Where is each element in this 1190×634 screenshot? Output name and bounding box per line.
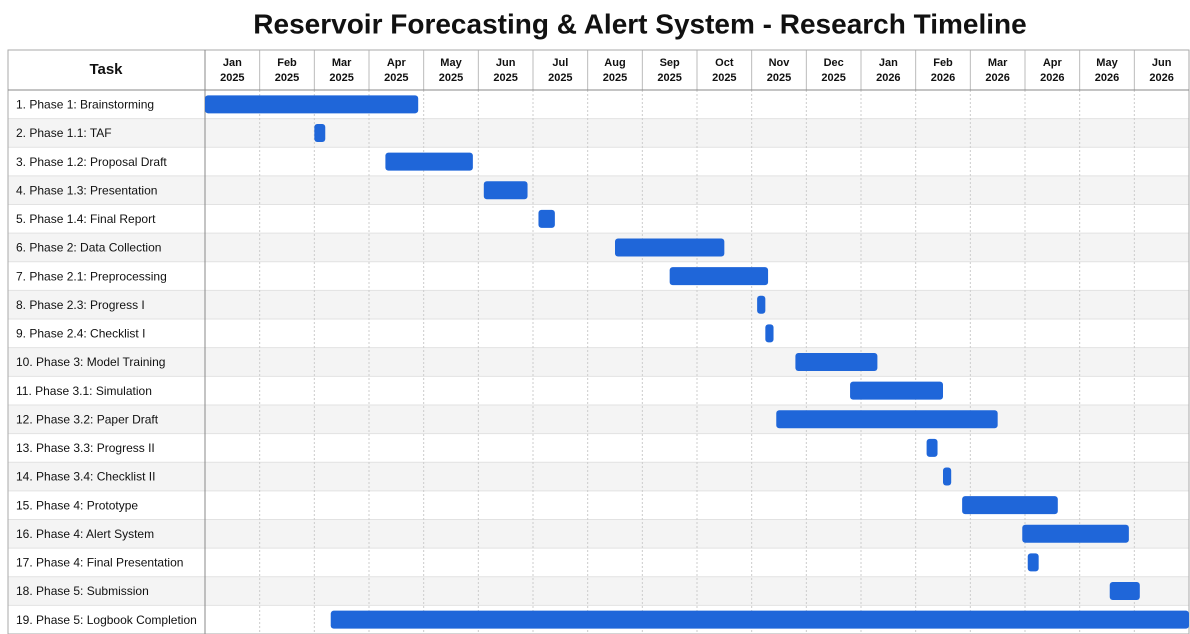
row-background [8, 147, 1189, 176]
month-label: Feb [277, 57, 297, 69]
month-label: Aug [604, 57, 625, 69]
month-label: Jan [223, 57, 242, 69]
year-label: 2025 [712, 72, 736, 84]
task-bar [1027, 553, 1039, 572]
month-label: Oct [715, 57, 734, 69]
task-bar [926, 438, 938, 457]
task-label: 5. Phase 1.4: Final Report [16, 212, 156, 226]
task-label: 18. Phase 5: Submission [16, 584, 149, 598]
month-label: May [1096, 57, 1118, 69]
row-background [8, 290, 1189, 320]
task-label: 1. Phase 1: Brainstorming [16, 97, 154, 111]
task-label: 19. Phase 5: Logbook Completion [16, 613, 197, 627]
task-bar [765, 324, 774, 343]
task-label: 10. Phase 3: Model Training [16, 355, 165, 369]
task-label: 2. Phase 1.1: TAF [16, 126, 112, 140]
task-label: 17. Phase 4: Final Presentation [16, 556, 183, 570]
task-label: 9. Phase 2.4: Checklist I [16, 327, 145, 341]
year-label: 2026 [876, 72, 900, 84]
month-label: Apr [387, 57, 407, 69]
row-background [8, 404, 1189, 434]
month-label: Mar [332, 57, 352, 69]
task-bar [776, 410, 998, 429]
task-label: 4. Phase 1.3: Presentation [16, 183, 157, 197]
row-background [8, 376, 1189, 405]
task-bar [538, 209, 555, 228]
year-label: 2025 [767, 72, 791, 84]
year-label: 2026 [985, 72, 1009, 84]
task-bar [943, 467, 952, 486]
year-label: 2025 [493, 72, 517, 84]
row-background [8, 347, 1189, 377]
month-label: May [440, 57, 462, 69]
table-border [7, 49, 1190, 634]
row-background [8, 433, 1189, 463]
task-bar [385, 152, 473, 171]
year-label: 2025 [657, 72, 681, 84]
task-bar [483, 181, 528, 200]
task-label: 16. Phase 4: Alert System [16, 527, 154, 541]
year-label: 2025 [384, 72, 408, 84]
task-bar [795, 353, 878, 371]
year-label: 2025 [439, 72, 463, 84]
row-background [8, 462, 1189, 491]
task-bar [330, 610, 1189, 629]
row-background [8, 90, 1189, 119]
task-label: 12. Phase 3.2: Paper Draft [16, 412, 159, 426]
month-label: Sep [660, 57, 680, 69]
task-bar [1109, 582, 1140, 601]
month-label: Jun [496, 57, 516, 69]
row-background [8, 261, 1189, 291]
task-label: 8. Phase 2.3: Progress I [16, 298, 145, 312]
task-bar [962, 496, 1058, 515]
row-background [8, 175, 1189, 205]
month-label: Jun [1152, 57, 1172, 69]
task-label: 6. Phase 2: Data Collection [16, 241, 161, 255]
month-label: Dec [824, 57, 844, 69]
chart-title: Reservoir Forecasting & Alert System - R… [253, 8, 1026, 39]
month-label: Jan [879, 57, 898, 69]
task-bar [850, 381, 943, 400]
task-label: 13. Phase 3.3: Progress II [16, 441, 155, 455]
month-label: Apr [1043, 57, 1063, 69]
task-label: 15. Phase 4: Prototype [16, 498, 138, 512]
row-background [8, 118, 1189, 148]
month-label: Nov [769, 57, 791, 69]
task-bar [205, 95, 419, 114]
year-label: 2025 [275, 72, 299, 84]
task-bar [615, 238, 725, 257]
row-background [8, 233, 1189, 262]
row-background [8, 319, 1189, 348]
row-background [8, 576, 1189, 606]
year-label: 2026 [1040, 72, 1064, 84]
year-label: 2026 [1149, 72, 1173, 84]
year-label: 2025 [603, 72, 627, 84]
task-label: 7. Phase 2.1: Preprocessing [16, 269, 167, 283]
month-label: Feb [933, 57, 953, 69]
month-label: Mar [988, 57, 1008, 69]
task-label: 14. Phase 3.4: Checklist II [16, 470, 155, 484]
task-label: 11. Phase 3.1: Simulation [16, 384, 152, 398]
month-label: Jul [552, 57, 568, 69]
year-label: 2025 [220, 72, 244, 84]
task-bar [1022, 524, 1129, 543]
row-background [8, 204, 1189, 234]
task-bar [757, 295, 766, 314]
year-label: 2025 [548, 72, 572, 84]
task-label: 3. Phase 1.2: Proposal Draft [16, 155, 167, 169]
year-label: 2026 [1095, 72, 1119, 84]
row-background [8, 548, 1189, 577]
task-bar [669, 267, 769, 286]
year-label: 2026 [931, 72, 955, 84]
year-label: 2025 [329, 72, 353, 84]
year-label: 2025 [821, 72, 845, 84]
task-bar [314, 123, 326, 142]
row-background [8, 519, 1189, 549]
task-header: Task [89, 61, 123, 78]
